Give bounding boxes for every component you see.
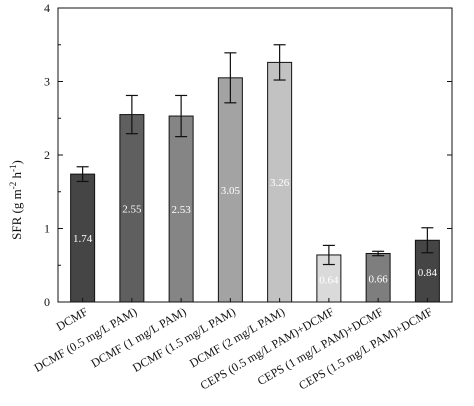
y-tick-label: 1: [44, 222, 50, 236]
bar: [217, 77, 243, 303]
plot-frame: [57, 7, 453, 303]
y-axis-label: SFR (g m-2 h-1): [8, 160, 24, 240]
value-label: 0.64: [319, 274, 339, 286]
y-tick-label: 3: [44, 75, 50, 89]
bar: [365, 252, 391, 303]
value-label: 0.66: [369, 274, 389, 286]
x-category-label: DCMF: [54, 304, 91, 333]
value-label: 3.05: [221, 185, 241, 197]
y-tick-label: 2: [44, 148, 50, 162]
value-label: 3.26: [270, 177, 290, 189]
y-tick-label: 4: [44, 1, 50, 15]
value-label: 1.74: [73, 233, 93, 245]
value-label: 2.53: [172, 204, 192, 216]
y-tick-label: 0: [44, 295, 50, 309]
value-label: 0.84: [418, 267, 438, 279]
value-label: 2.55: [122, 203, 142, 215]
